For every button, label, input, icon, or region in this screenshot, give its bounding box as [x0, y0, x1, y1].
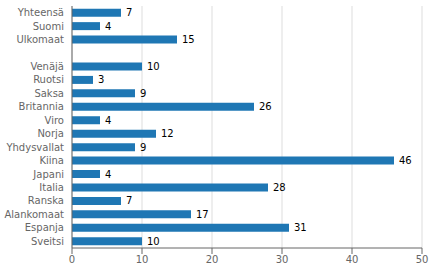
svg-text:Britannia: Britannia — [19, 101, 64, 112]
svg-text:Suomi: Suomi — [33, 21, 64, 32]
svg-text:7: 7 — [126, 195, 132, 206]
svg-text:Kiina: Kiina — [39, 155, 64, 166]
svg-text:12: 12 — [161, 128, 174, 139]
svg-text:4: 4 — [105, 21, 111, 32]
svg-text:9: 9 — [140, 88, 146, 99]
svg-text:3: 3 — [98, 74, 104, 85]
svg-text:Yhdysvallat: Yhdysvallat — [8, 142, 64, 153]
svg-text:Ulkomaat: Ulkomaat — [16, 34, 64, 45]
svg-text:Alankomaat: Alankomaat — [8, 209, 64, 220]
svg-text:15: 15 — [182, 34, 195, 45]
svg-text:28: 28 — [273, 182, 286, 193]
svg-text:Viro: Viro — [45, 115, 64, 126]
svg-text:4: 4 — [105, 169, 111, 180]
svg-text:7: 7 — [126, 7, 132, 18]
svg-text:46: 46 — [399, 155, 412, 166]
svg-text:10: 10 — [136, 254, 149, 265]
svg-text:10: 10 — [147, 61, 160, 72]
svg-text:40: 40 — [346, 254, 359, 265]
svg-text:Venäjä: Venäjä — [30, 61, 64, 72]
svg-text:50: 50 — [416, 254, 429, 265]
svg-text:Italia: Italia — [39, 182, 64, 193]
svg-text:Japani: Japani — [32, 169, 64, 180]
svg-text:Ruotsi: Ruotsi — [33, 74, 64, 85]
svg-text:30: 30 — [276, 254, 289, 265]
svg-text:Saksa: Saksa — [34, 88, 64, 99]
svg-text:17: 17 — [196, 209, 209, 220]
svg-text:10: 10 — [147, 236, 160, 247]
svg-text:Norja: Norja — [37, 128, 64, 139]
svg-text:20: 20 — [206, 254, 219, 265]
svg-text:4: 4 — [105, 115, 111, 126]
svg-text:0: 0 — [69, 254, 75, 265]
svg-text:Ranska: Ranska — [28, 195, 64, 206]
svg-text:9: 9 — [140, 142, 146, 153]
svg-text:Sveitsi: Sveitsi — [31, 236, 64, 247]
svg-text:Espanja: Espanja — [25, 222, 64, 233]
svg-text:26: 26 — [259, 101, 272, 112]
svg-text:Yhteensä: Yhteensä — [17, 7, 64, 18]
svg-text:31: 31 — [294, 222, 307, 233]
